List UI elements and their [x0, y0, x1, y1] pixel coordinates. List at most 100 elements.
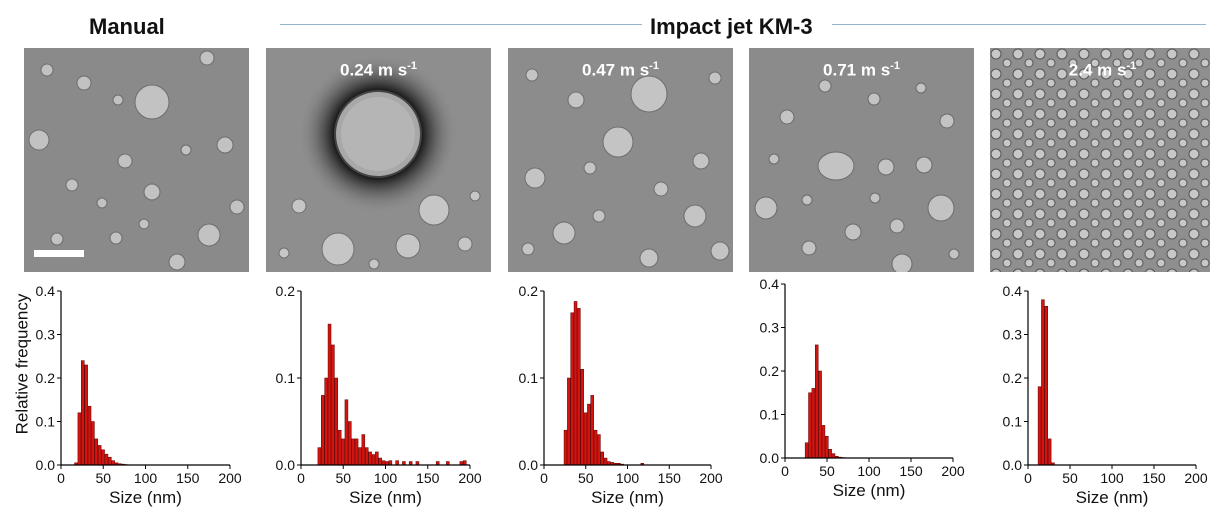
x-tick-label: 200: [1184, 470, 1208, 486]
histogram-bar: [331, 344, 335, 466]
histogram-bar: [1037, 386, 1042, 466]
x-tick-label: 150: [176, 470, 200, 486]
histogram-bar: [334, 377, 339, 466]
histogram-bar: [814, 344, 819, 459]
scale-bar: [34, 250, 84, 257]
micrograph-manual: [24, 48, 249, 272]
histogram-bar: [84, 364, 88, 466]
x-tick-label: 50: [335, 470, 351, 486]
y-tick-label: 0.1: [1003, 414, 1023, 430]
speed-label-0-71: 0.71 m s-1: [823, 60, 900, 80]
micrograph-0-24-image: [266, 48, 491, 272]
x-tick-label: 150: [658, 470, 682, 486]
histogram-bar: [1041, 299, 1045, 466]
histogram-bar: [351, 438, 355, 466]
y-tick-label: 0.0: [1003, 457, 1023, 473]
histogram-bar: [395, 460, 399, 466]
histogram-bar: [831, 453, 836, 459]
histogram-bar: [600, 451, 604, 466]
histogram-bar: [375, 451, 379, 466]
histogram-bar: [317, 447, 322, 466]
histogram-bar: [87, 406, 92, 466]
histogram-bar: [828, 449, 832, 459]
x-tick-label: 50: [819, 463, 835, 479]
x-tick-label: 100: [374, 470, 398, 486]
micrograph-2-4-image: [990, 48, 1210, 272]
y-tick-label: 0.1: [276, 370, 296, 386]
histogram-bar: [358, 447, 362, 466]
histogram-bar: [818, 370, 822, 459]
histogram-bar: [364, 447, 369, 466]
y-tick-label: 0.0: [36, 457, 56, 473]
histogram-4: 0.0 0.1 0.2 0.3 0.4 0 50 100 150 200 Size (nm): [1003, 283, 1208, 507]
x-tick-label: 100: [616, 470, 640, 486]
x-tick-label: 0: [781, 463, 789, 479]
histogram-bar: [378, 457, 382, 466]
histogram-bar: [77, 412, 82, 466]
histogram-bar: [341, 438, 345, 466]
y-tick-label: 0.1: [36, 414, 56, 430]
x-tick-label: 0: [297, 470, 305, 486]
histogram-bar: [108, 456, 112, 466]
histogram-bar: [324, 377, 328, 466]
y-tick-label: 0.1: [519, 370, 539, 386]
x-tick-label: 0: [1024, 470, 1032, 486]
x-tick-label: 50: [578, 470, 594, 486]
histogram-bar: [337, 429, 342, 466]
manual-header: Manual: [89, 14, 165, 39]
x-tick-label: 50: [95, 470, 111, 486]
y-tick-label: 0.0: [760, 450, 780, 466]
x-tick-label: 200: [941, 463, 965, 479]
impact-header-line-right: [832, 24, 1206, 25]
x-tick-label: 200: [458, 470, 482, 486]
histogram-bar: [825, 436, 829, 459]
histogram-bar: [563, 429, 568, 466]
histogram-bar: [593, 429, 598, 466]
histogram-bar: [361, 434, 366, 466]
histogram-bar: [327, 323, 332, 466]
histogram-bar: [808, 392, 812, 459]
y-tick-label: 0.3: [36, 327, 56, 343]
histogram-bar: [381, 460, 386, 466]
x-axis-label: Size (nm): [109, 488, 182, 507]
speed-label-0-24: 0.24 m s-1: [340, 60, 417, 80]
x-tick-label: 200: [699, 470, 723, 486]
histogram-bar: [368, 451, 372, 466]
histogram-bar: [1047, 438, 1052, 466]
histogram-0: 0.0 0.1 0.2 0.3 0.4 0 50 100 150 200 Size (nm): [36, 283, 242, 507]
x-tick-label: 150: [416, 470, 440, 486]
histogram-bar: [587, 403, 591, 466]
histogram-1: 0.0 0.1 0.2 0 50 100 150 200 Size (nm): [276, 283, 482, 507]
histogram-3: 0.0 0.1 0.2 0.3 0.4 0 50 100 150 200 Size (nm): [760, 276, 965, 500]
histogram-bar: [567, 377, 571, 466]
histogram-bar: [573, 301, 578, 466]
y-tick-label: 0.2: [519, 283, 539, 299]
micrograph-0-47-image: [508, 48, 733, 272]
histogram-bar: [344, 399, 349, 466]
micrograph-0-71-image: [749, 48, 974, 272]
histogram-bar: [321, 395, 325, 466]
histogram-bar: [104, 453, 109, 466]
x-tick-label: 150: [1142, 470, 1166, 486]
micrograph-0-24: 0.24 m s-1: [266, 48, 491, 272]
histogram-bar: [603, 457, 608, 466]
micrograph-2-4: 2.4 m s-1: [990, 48, 1210, 272]
histogram-bar: [804, 442, 809, 459]
y-tick-label: 0.4: [760, 276, 780, 292]
histogram-bar: [570, 312, 574, 466]
histogram-bar: [348, 421, 352, 466]
x-tick-label: 100: [134, 470, 158, 486]
histogram-bar: [101, 449, 105, 466]
x-tick-label: 0: [57, 470, 65, 486]
histogram-bar: [580, 369, 584, 466]
y-tick-label: 0.2: [1003, 370, 1023, 386]
micrograph-manual-image: [24, 48, 249, 272]
histogram-bar: [354, 438, 359, 466]
histogram-bar: [388, 460, 393, 466]
histogram-bar: [590, 395, 594, 466]
micrograph-0-47: 0.47 m s-1: [508, 48, 733, 272]
speed-label-2-4: 2.4 m s-1: [1068, 60, 1137, 80]
histogram-bar: [91, 421, 95, 466]
y-tick-label: 0.2: [36, 370, 56, 386]
